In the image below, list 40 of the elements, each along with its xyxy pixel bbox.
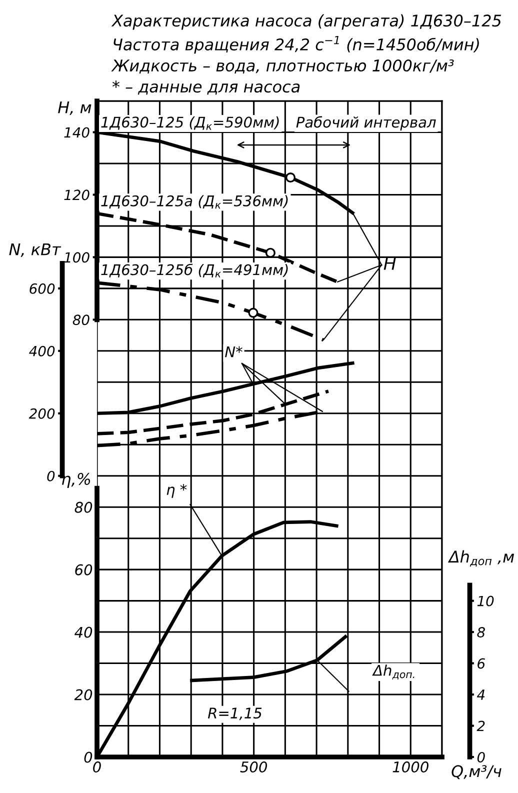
y3-axis-title: H, м [58, 101, 92, 115]
y2-tick-label: 8 [477, 627, 485, 638]
y2-tick-label: 0 [477, 752, 485, 762]
y3-tick-label: 100 [64, 252, 90, 263]
chart-title: Характеристика насоса (агрегата) 1Д630–125 [111, 14, 502, 30]
y2-tick-label: 4 [476, 690, 485, 700]
series-label: 1Д630–125а (Д$_{к}$=536мм) [101, 195, 288, 209]
y2-tick-label: 2 [476, 720, 485, 732]
text: * – данные для насоса [112, 80, 300, 95]
series-label: 1Д630–125 (Д$_{к}$=590мм) [101, 116, 279, 130]
y-tick-label: 200 [28, 408, 55, 419]
y-tick-label: 40 [74, 626, 92, 638]
annotation: R=1,15 [208, 708, 262, 720]
x-tick-label: 500 [240, 761, 267, 772]
series-label: N* [225, 346, 242, 358]
y-tick-label: 80 [74, 502, 92, 513]
point [265, 248, 276, 258]
legend-label: Δh$_{доп.}$ [372, 664, 414, 680]
series-label: 1Д630–125б (Д$_{к}$=491мм) [101, 264, 288, 278]
chart-subtitle: Частота вращения 24,2 с$^{−1}$ (n=1450об/мин) Жидкость – вода, плотностью 1000кг/м³ [111, 36, 479, 74]
y-tick-label: 0 [84, 752, 92, 763]
y-axis-title: N, кВт [9, 243, 62, 257]
y-axis-title: η,% [62, 472, 90, 488]
point [248, 308, 258, 318]
x-axis-title: Q,м³/ч [452, 765, 502, 780]
y-tick-label: 400 [29, 346, 55, 356]
y-tick-label: 0 [47, 470, 55, 482]
y3-tick-label: 140 [64, 127, 90, 138]
y3-tick-label: 120 [64, 190, 90, 200]
point [286, 172, 296, 183]
y-tick-label: 20 [74, 689, 92, 700]
x-tick-label: 1000 [392, 761, 428, 772]
y2-tick-label: 10 [477, 596, 494, 606]
x-tick-label: 0 [93, 761, 101, 772]
annotation: Рабочий интервал [296, 116, 436, 131]
y2-tick-label: 6 [478, 658, 485, 669]
y-tick-label: 60 [75, 564, 92, 576]
y-tick-label: 600 [30, 283, 55, 294]
text: η * [166, 484, 187, 498]
y2-axis-title: Δh$_{доп}$ ,м [448, 550, 514, 567]
